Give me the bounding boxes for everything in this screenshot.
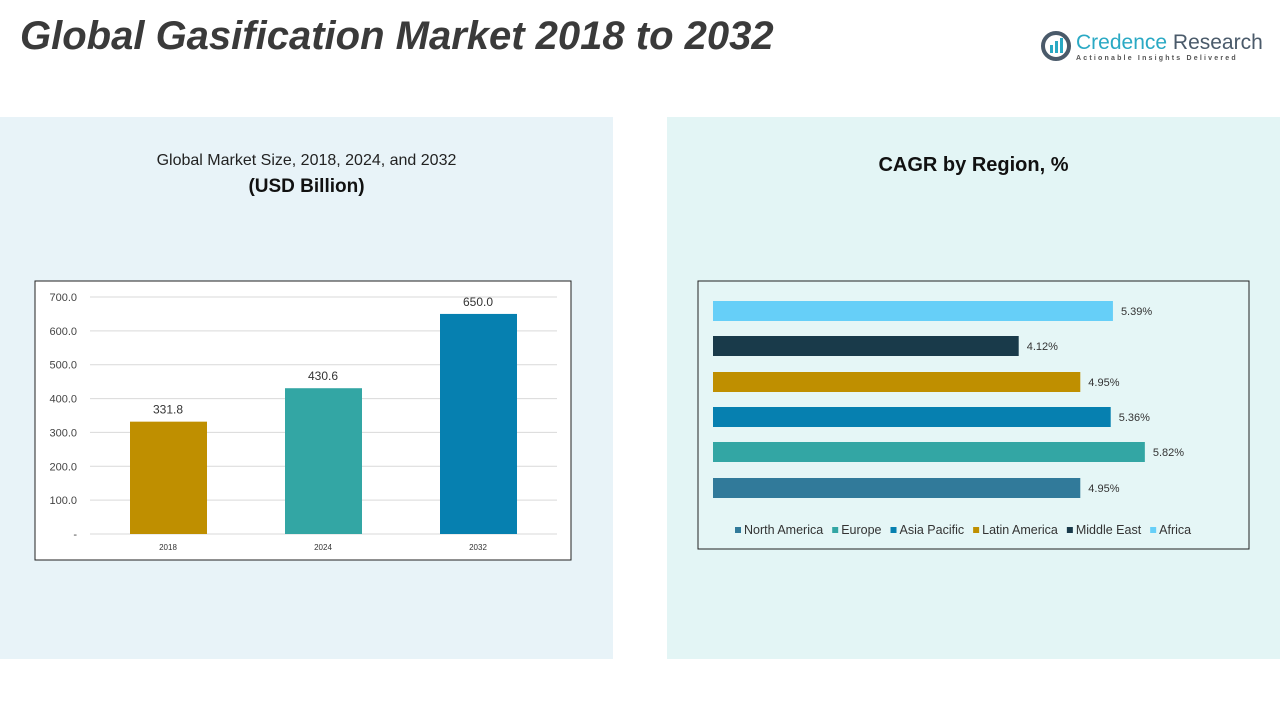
market-size-subtitle: (USD Billion) [248,176,365,197]
data-label: 331.8 [153,403,183,417]
legend-item: Middle East [1076,523,1142,537]
bar-latin-america [713,372,1081,392]
legend-item: Asia Pacific [900,523,965,537]
y-tick-label: 200.0 [49,461,77,473]
data-label: 5.82% [1153,447,1184,459]
y-tick-label: 300.0 [49,427,77,439]
y-tick-label: 600.0 [49,326,77,338]
bar-asia-pacific [713,407,1111,427]
data-label: 4.95% [1088,483,1119,495]
logo-name: Credence [1076,30,1168,54]
y-tick-label: 100.0 [49,495,77,507]
x-tick-label: 2032 [469,543,487,552]
bar-2018 [130,421,207,534]
bar-2032 [440,313,517,534]
y-tick-label: 700.0 [49,292,77,304]
legend-item: Europe [841,523,881,537]
bar-middle-east [713,336,1019,356]
bar-africa [713,301,1113,321]
market-size-title: Global Market Size, 2018, 2024, and 2032 [156,152,457,169]
data-label: 5.39% [1121,306,1152,318]
y-tick-label: - [73,529,77,541]
x-tick-label: 2018 [159,543,177,552]
cagr-title: CAGR by Region, % [878,154,1069,176]
legend-swatch [735,527,741,533]
logo-tagline: Actionable Insights Delivered [1076,54,1238,62]
bar-north-america [713,478,1081,498]
logo: Credence Research Actionable Insights De… [1040,30,1263,62]
x-tick-label: 2024 [314,543,332,552]
legend-item: Africa [1159,523,1191,537]
data-label: 5.36% [1119,412,1150,424]
logo-name-2: Research [1172,30,1263,54]
data-label: 4.12% [1027,341,1058,353]
legend-swatch [1150,527,1157,533]
legend-swatch [973,527,980,533]
page-title: Global Gasification Market 2018 to 2032 [20,14,774,58]
data-label: 4.95% [1088,377,1119,389]
bar-2024 [285,388,362,534]
legend-swatch [1066,527,1073,533]
logo-icon [1041,31,1071,61]
data-label: 430.6 [308,369,338,383]
y-tick-label: 400.0 [49,394,77,406]
bar-europe [713,442,1145,462]
legend-swatch [832,527,839,533]
data-label: 650.0 [463,295,493,309]
legend-swatch [890,527,897,533]
legend-item: Latin America [982,523,1058,537]
y-tick-label: 500.0 [49,360,77,372]
legend-item: North America [744,523,823,537]
